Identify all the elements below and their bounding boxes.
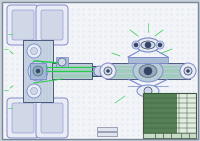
Ellipse shape <box>141 41 155 49</box>
Circle shape <box>158 43 162 47</box>
Circle shape <box>27 44 41 58</box>
Ellipse shape <box>133 60 163 82</box>
Circle shape <box>186 70 190 72</box>
Circle shape <box>106 70 110 72</box>
Bar <box>92 66 106 76</box>
Bar <box>144 118 177 123</box>
Bar <box>171 133 181 138</box>
FancyBboxPatch shape <box>36 5 68 45</box>
Bar <box>23 40 53 102</box>
FancyBboxPatch shape <box>12 10 34 40</box>
Circle shape <box>145 42 151 48</box>
Ellipse shape <box>139 64 157 78</box>
Bar <box>144 128 177 133</box>
Circle shape <box>27 84 41 98</box>
Circle shape <box>156 41 164 49</box>
Bar <box>52 63 92 79</box>
Bar <box>144 93 177 98</box>
Circle shape <box>132 41 140 49</box>
FancyBboxPatch shape <box>41 103 63 133</box>
Circle shape <box>180 63 196 79</box>
Circle shape <box>144 67 152 75</box>
Circle shape <box>144 87 152 95</box>
Bar <box>97 127 117 131</box>
Circle shape <box>94 66 104 76</box>
FancyBboxPatch shape <box>7 98 39 138</box>
Circle shape <box>36 69 40 73</box>
Bar <box>144 113 177 118</box>
Bar <box>56 57 68 67</box>
Circle shape <box>30 48 38 55</box>
Bar <box>144 98 177 103</box>
Circle shape <box>184 67 192 75</box>
Circle shape <box>33 66 43 76</box>
Bar <box>97 132 117 136</box>
Circle shape <box>28 61 48 81</box>
Bar <box>128 57 168 63</box>
FancyBboxPatch shape <box>7 5 39 45</box>
Circle shape <box>100 63 116 79</box>
Ellipse shape <box>137 85 159 97</box>
Bar <box>143 93 196 138</box>
Circle shape <box>30 88 38 94</box>
FancyBboxPatch shape <box>36 98 68 138</box>
Bar <box>144 103 177 108</box>
Bar <box>106 63 190 79</box>
Circle shape <box>58 58 66 66</box>
FancyBboxPatch shape <box>12 103 34 133</box>
Circle shape <box>104 67 112 75</box>
Bar <box>144 133 177 138</box>
Bar <box>181 133 189 138</box>
FancyBboxPatch shape <box>41 10 63 40</box>
Bar <box>189 133 196 138</box>
Bar <box>30 63 46 79</box>
Bar <box>144 108 177 113</box>
Bar <box>143 133 155 138</box>
Bar <box>144 123 177 128</box>
Bar <box>163 133 171 138</box>
Ellipse shape <box>136 38 160 52</box>
Circle shape <box>134 43 138 47</box>
Bar <box>155 133 163 138</box>
